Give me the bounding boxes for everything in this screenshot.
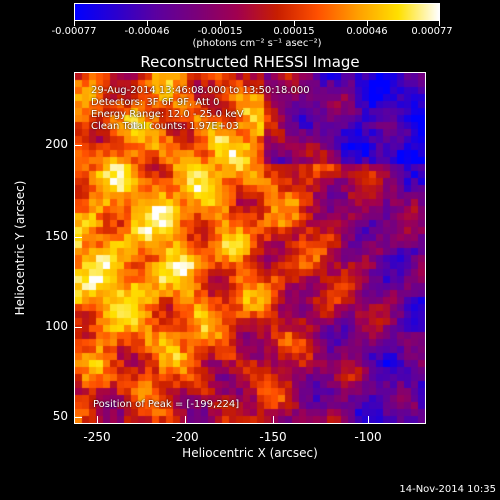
colorbar-tick	[439, 21, 440, 26]
y-axis-label: Heliocentric Y (arcsec)	[13, 180, 27, 316]
x-tick-label: -100	[354, 430, 382, 444]
colorbar-label: -0.00077	[51, 26, 97, 37]
x-tick-label: -150	[259, 430, 287, 444]
colorbar-label: -0.00015	[197, 26, 243, 37]
y-tick	[74, 417, 82, 418]
colorbar-label: 0.00046	[346, 26, 388, 37]
y-tick	[74, 327, 82, 328]
y-tick-label: 50	[52, 409, 68, 423]
rhessi-heatmap	[75, 73, 425, 423]
colorbar-units: (photons cm⁻² s⁻¹ asec⁻²)	[192, 38, 322, 49]
colorbar-tick	[74, 21, 75, 26]
colorbar-label: 0.00077	[411, 26, 453, 37]
info-detectors: Detectors: 3F 6F 9F, Att 0	[91, 97, 220, 108]
x-tick-label: -200	[171, 430, 199, 444]
x-axis-label: Heliocentric X (arcsec)	[182, 446, 318, 460]
colorbar-tick	[147, 21, 148, 26]
colorbar-tick	[294, 21, 295, 26]
colorbar-label: 0.00015	[273, 26, 315, 37]
x-tick	[273, 416, 274, 424]
y-tick-label: 200	[45, 137, 68, 151]
info-peak-position: Position of Peak = [-199,224]	[93, 399, 240, 410]
info-time-range: 29-Aug-2014 13:46:08.000 to 13:50:18.000	[91, 85, 310, 96]
x-tick-label: -250	[83, 430, 111, 444]
y-tick	[74, 145, 82, 146]
colorbar-label: -0.00046	[124, 26, 170, 37]
x-tick	[368, 416, 369, 424]
colorbar-tick	[220, 21, 221, 26]
plot-timestamp: 14-Nov-2014 10:35	[399, 484, 496, 495]
image-title: Reconstructed RHESSI Image	[140, 53, 360, 71]
info-clean-counts: Clean Total counts: 1.97E+03	[91, 121, 239, 132]
image-plot: 29-Aug-2014 13:46:08.000 to 13:50:18.000…	[74, 72, 426, 424]
x-tick	[97, 416, 98, 424]
colorbar-tick	[367, 21, 368, 26]
y-tick-label: 150	[45, 229, 68, 243]
y-tick-label: 100	[45, 319, 68, 333]
colorbar	[74, 3, 440, 21]
x-tick	[185, 416, 186, 424]
info-energy-range: Energy Range: 12.0 - 25.0 keV	[91, 109, 244, 120]
y-tick	[74, 237, 82, 238]
